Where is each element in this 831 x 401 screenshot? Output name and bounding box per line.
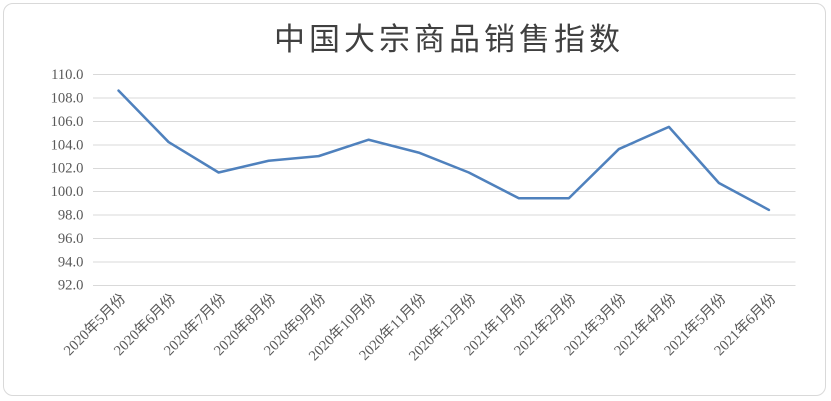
chart-container: 中国大宗商品销售指数 92.0 94.0 96.0 98.0 100.0 102.0 104… bbox=[3, 3, 826, 396]
sales-index-line-series bbox=[117, 89, 771, 212]
y-axis-tick-label: 92.0 bbox=[58, 278, 84, 294]
y-axis-tick-label: 104.0 bbox=[51, 137, 84, 153]
y-axis-tick-label: 98.0 bbox=[58, 207, 84, 223]
chart-title: 中国大宗商品销售指数 bbox=[274, 22, 624, 57]
y-axis-tick-label: 102.0 bbox=[51, 161, 84, 177]
y-axis-tick-label: 108.0 bbox=[51, 90, 84, 106]
y-axis-tick-label: 110.0 bbox=[51, 67, 83, 83]
y-axis-tick-label: 106.0 bbox=[51, 114, 84, 130]
y-axis-tick-label: 94.0 bbox=[58, 254, 84, 270]
line-chart-plot-area: 92.0 94.0 96.0 98.0 100.0 102.0 104.0 106.0 108.… bbox=[51, 67, 796, 364]
y-axis-tick-label: 100.0 bbox=[51, 184, 84, 200]
y-axis-tick-label: 96.0 bbox=[58, 231, 84, 247]
